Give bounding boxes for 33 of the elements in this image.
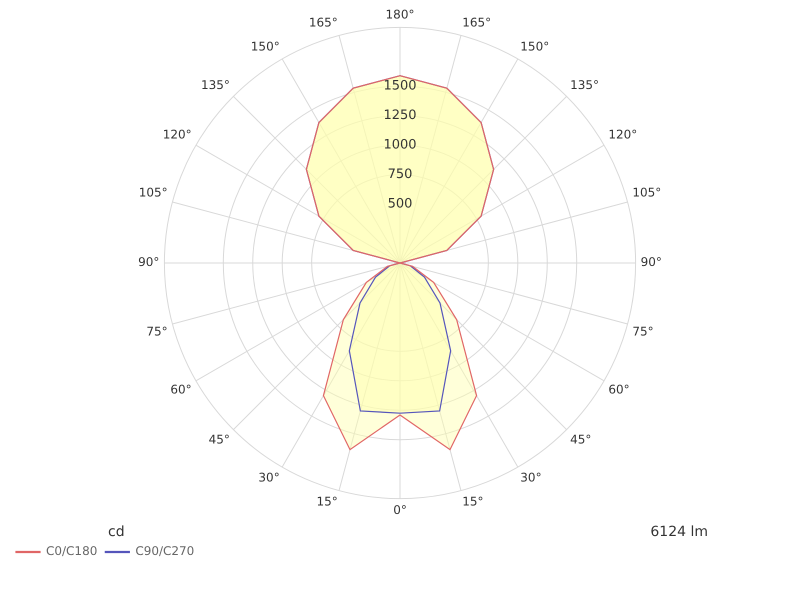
spoke-label: 30° (258, 470, 280, 485)
spoke-label: 0° (393, 502, 407, 517)
spoke-label: 45° (570, 432, 592, 446)
spoke-label: 75° (632, 324, 654, 339)
spoke-label: 135° (570, 78, 600, 92)
spoke-label: 120° (162, 128, 192, 142)
spoke-label: 165° (462, 16, 492, 30)
text: 6124 lm (650, 524, 708, 540)
y-tick-label: 1250 (383, 108, 417, 124)
spoke-label: 180° (386, 7, 414, 22)
spoke-label: 90° (640, 255, 662, 270)
legend-label: C90/C270 (135, 544, 194, 558)
spoke-label: 135° (200, 78, 230, 92)
spoke-label: 60° (608, 382, 630, 397)
spoke-label: 15° (462, 494, 484, 509)
y-tick-label: 1500 (383, 78, 417, 94)
spoke-label: 15° (316, 494, 338, 509)
spoke-label: 60° (170, 382, 192, 397)
y-tick-label: 500 (388, 196, 412, 212)
y-tick-label: 1000 (383, 138, 417, 153)
spoke-label: 75° (146, 324, 168, 339)
spoke-label: 90° (138, 255, 160, 270)
spoke-label: 45° (208, 432, 230, 446)
spoke-label: 105° (138, 186, 168, 200)
legend-label: C0/C180 (46, 544, 98, 558)
spoke-label: 30° (520, 470, 542, 485)
spoke-label: 150° (520, 40, 550, 54)
spoke-label: 105° (632, 186, 662, 200)
y-tick-label: 750 (388, 167, 412, 182)
spoke-label: 150° (250, 40, 280, 54)
spoke-label: 165° (308, 16, 338, 30)
text: cd (108, 524, 125, 540)
spoke-label: 120° (608, 128, 638, 142)
